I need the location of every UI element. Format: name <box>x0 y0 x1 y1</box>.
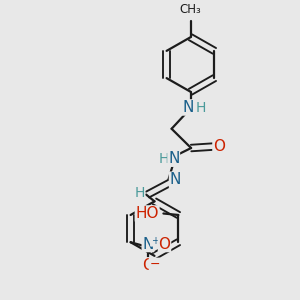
Text: H: H <box>196 101 206 115</box>
Text: H: H <box>158 152 169 166</box>
Text: N: N <box>182 100 194 115</box>
Text: O: O <box>158 236 170 251</box>
Text: −: − <box>149 258 160 271</box>
Text: H: H <box>134 186 145 200</box>
Text: HO: HO <box>135 206 159 221</box>
Text: N: N <box>142 236 154 251</box>
Text: +: + <box>151 236 159 246</box>
Text: N: N <box>168 151 179 166</box>
Text: CH₃: CH₃ <box>180 3 201 16</box>
Text: N: N <box>169 172 181 187</box>
Text: O: O <box>142 258 154 273</box>
Text: O: O <box>213 139 225 154</box>
